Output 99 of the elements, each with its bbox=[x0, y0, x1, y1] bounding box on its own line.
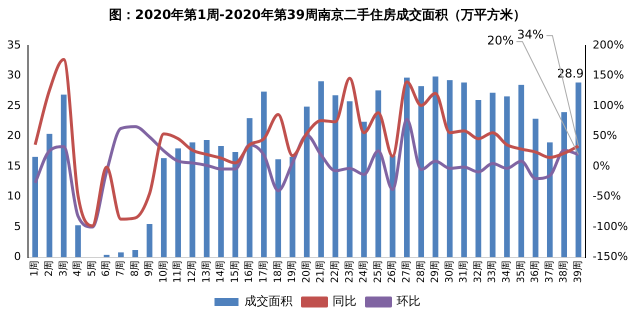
y2-tick-label: 50% bbox=[592, 129, 618, 142]
x-tick-label: 37周 bbox=[544, 260, 556, 284]
x-tick-label: 8周 bbox=[130, 260, 141, 277]
bar bbox=[375, 90, 382, 258]
bar bbox=[475, 100, 482, 258]
x-tick-label: 11周 bbox=[172, 260, 184, 284]
y2-tick-label: 0% bbox=[592, 159, 610, 172]
bar bbox=[361, 122, 367, 258]
x-tick-label: 38周 bbox=[558, 260, 570, 284]
bar bbox=[290, 156, 296, 258]
bar bbox=[60, 94, 67, 258]
y-tick-label: 25 bbox=[6, 98, 21, 112]
x-tick-label: 31周 bbox=[458, 260, 470, 284]
x-tick-label: 27周 bbox=[401, 260, 412, 284]
bar bbox=[118, 252, 124, 258]
x-tick-label: 36周 bbox=[530, 260, 542, 284]
x-tick-label: 16周 bbox=[244, 260, 256, 284]
x-tick-label: 20周 bbox=[301, 260, 312, 284]
bar bbox=[504, 96, 510, 258]
x-tick-label: 13周 bbox=[201, 260, 212, 284]
bar bbox=[175, 148, 181, 258]
x-tick-label: 35周 bbox=[516, 260, 527, 284]
bar bbox=[546, 142, 553, 258]
bar bbox=[261, 92, 267, 258]
bar bbox=[446, 80, 453, 258]
bar bbox=[146, 224, 152, 258]
bar bbox=[46, 134, 52, 258]
x-tick-label: 6周 bbox=[101, 260, 112, 277]
x-tick-label: 25周 bbox=[372, 260, 384, 284]
bar bbox=[75, 225, 81, 258]
chart-title: 图：2020年第1周-2020年第39周南京二手住房成交面积（万平方米） bbox=[109, 7, 526, 24]
bar bbox=[132, 250, 138, 258]
x-tick-label: 5周 bbox=[86, 260, 98, 277]
y-tick-label: 10 bbox=[6, 190, 21, 203]
y-tick-label: 15 bbox=[6, 159, 21, 172]
x-tick-label: 4周 bbox=[72, 260, 84, 277]
x-tick-label: 19周 bbox=[287, 260, 298, 284]
legend-label: 同比 bbox=[332, 294, 356, 308]
x-tick-label: 23周 bbox=[344, 260, 356, 284]
x-tick-label: 2周 bbox=[44, 260, 56, 277]
y2-tick-label: -150% bbox=[592, 250, 628, 264]
x-tick-label: 34周 bbox=[502, 260, 513, 284]
bar bbox=[576, 82, 582, 258]
x-tick-label: 15周 bbox=[230, 260, 241, 284]
bar bbox=[246, 118, 252, 258]
y-tick-label: 35 bbox=[6, 38, 21, 52]
legend-label: 成交面积 bbox=[244, 294, 292, 308]
bar bbox=[346, 101, 353, 258]
x-tick-label: 17周 bbox=[258, 260, 270, 284]
x-tick-label: 21周 bbox=[316, 260, 327, 284]
x-tick-label: 9周 bbox=[144, 260, 156, 277]
data-label: 34% bbox=[517, 28, 544, 42]
bar bbox=[32, 156, 38, 258]
x-tick-label: 28周 bbox=[416, 260, 427, 284]
x-tick-label: 29周 bbox=[430, 260, 442, 284]
bar bbox=[532, 118, 538, 258]
x-tick-label: 24周 bbox=[358, 260, 370, 284]
x-tick-label: 26周 bbox=[387, 260, 398, 284]
bar bbox=[190, 142, 196, 258]
x-tick-label: 22周 bbox=[330, 260, 341, 284]
x-tick-label: 18周 bbox=[272, 260, 284, 284]
y2-tick-label: 150% bbox=[592, 68, 624, 82]
x-tick-label: 30周 bbox=[444, 260, 456, 284]
bar bbox=[390, 156, 396, 258]
bar bbox=[461, 82, 467, 258]
bar bbox=[518, 84, 524, 258]
bar bbox=[490, 92, 496, 258]
bar bbox=[218, 146, 224, 258]
x-tick-label: 3周 bbox=[58, 260, 70, 277]
x-tick-label: 1周 bbox=[30, 260, 41, 277]
bar bbox=[304, 106, 310, 258]
y-tick-label: 5 bbox=[14, 220, 21, 233]
bar bbox=[318, 81, 324, 258]
bar bbox=[204, 140, 210, 258]
x-tick-label: 33周 bbox=[487, 260, 498, 284]
x-tick-label: 7周 bbox=[116, 260, 127, 277]
bar bbox=[432, 76, 438, 258]
x-tick-label: 32周 bbox=[472, 260, 484, 284]
y2-tick-label: -50% bbox=[592, 190, 622, 203]
x-tick-label: 10周 bbox=[158, 260, 170, 284]
data-label: 20% bbox=[487, 34, 514, 48]
y2-tick-label: 200% bbox=[592, 38, 624, 52]
bar bbox=[418, 86, 424, 258]
bar bbox=[561, 112, 567, 258]
bar bbox=[275, 159, 282, 258]
line-series bbox=[34, 118, 580, 229]
x-tick-label: 12周 bbox=[187, 260, 198, 284]
y-tick-label: 30 bbox=[6, 68, 21, 82]
y2-tick-label: -100% bbox=[592, 220, 628, 233]
legend-label: 环比 bbox=[396, 294, 420, 308]
y-tick-label: 20 bbox=[6, 129, 21, 142]
x-tick-label: 39周 bbox=[573, 260, 584, 284]
y-tick-label: 0 bbox=[14, 250, 21, 264]
bar bbox=[232, 152, 238, 258]
data-label: 28.9 bbox=[557, 66, 584, 81]
y2-tick-label: 100% bbox=[592, 98, 624, 112]
x-tick-label: 14周 bbox=[216, 260, 227, 284]
bar bbox=[160, 158, 167, 258]
bar bbox=[332, 95, 338, 258]
